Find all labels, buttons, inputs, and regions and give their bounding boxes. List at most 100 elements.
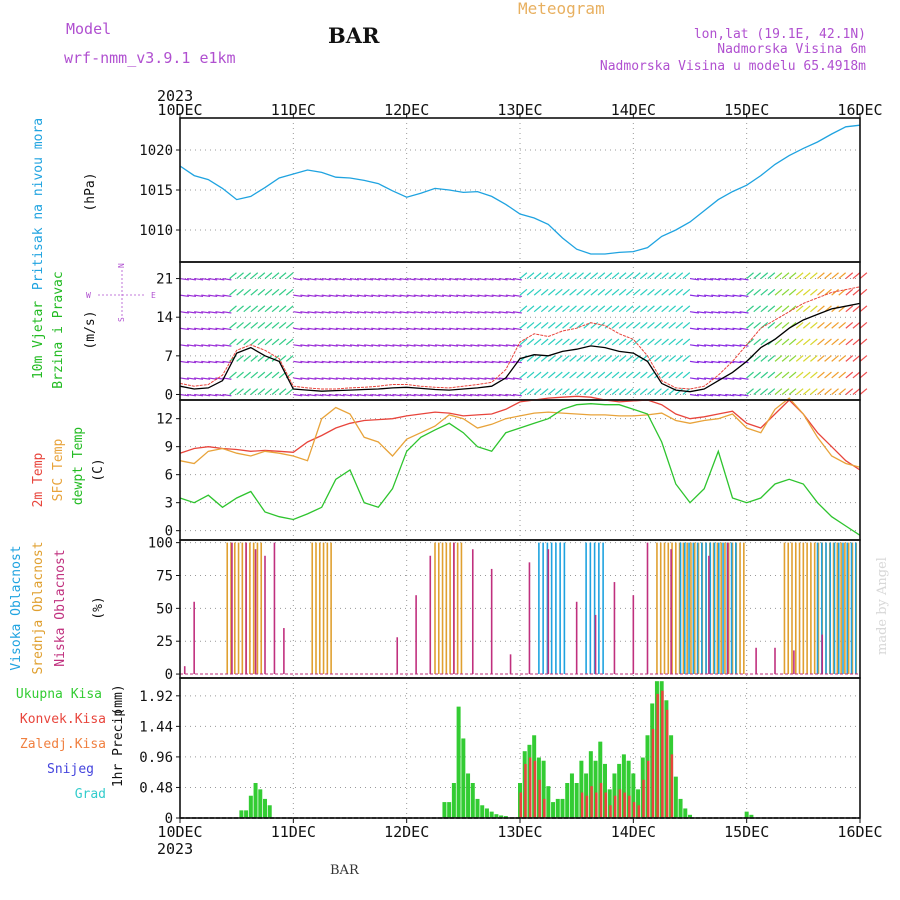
- wind-barb: [555, 355, 563, 362]
- wind-barb: [194, 344, 204, 347]
- wind-barb: [257, 338, 266, 346]
- wind-barb: [682, 288, 691, 296]
- wind-barb: [201, 277, 211, 281]
- wind-ylabel2: Brzina i Pravac: [51, 271, 66, 388]
- wind-barb: [314, 344, 324, 347]
- wind-barb: [349, 344, 359, 347]
- wind-barb: [335, 393, 345, 397]
- wind-barb: [569, 388, 577, 395]
- wind-barb: [335, 311, 345, 314]
- precip-bar: [623, 792, 626, 818]
- precip-bar: [744, 811, 749, 818]
- wind-barb: [194, 327, 204, 331]
- wind-barb: [179, 360, 189, 364]
- wind-barb: [307, 294, 317, 298]
- wind-barb: [356, 294, 367, 298]
- wind-barb: [505, 377, 515, 380]
- wind-barb: [427, 393, 437, 397]
- wind-barb: [675, 371, 684, 379]
- wind-barb: [788, 355, 797, 362]
- wind-barb: [817, 305, 825, 313]
- precip-bar: [599, 783, 603, 818]
- wind-barb: [236, 272, 244, 280]
- wind-barb: [222, 311, 232, 314]
- wind-barb: [257, 355, 266, 362]
- precip-bar: [546, 786, 551, 818]
- wind-barb: [611, 321, 620, 329]
- wind-barb: [526, 355, 535, 362]
- wind-barb: [795, 305, 804, 313]
- wind-barb: [385, 277, 395, 281]
- wind-barb: [618, 338, 627, 346]
- model-elevation-label: Nadmorska Visina u modelu 65.4918m: [600, 59, 866, 74]
- wind-barb: [767, 371, 776, 379]
- wind-barb: [640, 321, 648, 329]
- wind-barb: [484, 327, 494, 331]
- wind-barb: [597, 321, 606, 329]
- wind-barb: [661, 388, 669, 395]
- precip-bar: [688, 814, 692, 818]
- precip-bar: [267, 805, 272, 818]
- wind-barb: [817, 272, 825, 280]
- wind-barb: [456, 277, 466, 281]
- wind-barb: [392, 277, 402, 281]
- wind-barb: [725, 327, 735, 331]
- wind-barb: [562, 338, 570, 346]
- wind-barb: [540, 321, 549, 329]
- precip-bar: [670, 754, 674, 818]
- wind-barb: [845, 288, 854, 296]
- wind-barb: [540, 355, 549, 362]
- wind-barb: [413, 294, 423, 298]
- wind-barb: [725, 294, 735, 298]
- wind-barb: [859, 305, 868, 313]
- wind-barb: [208, 311, 218, 314]
- wind-barb: [399, 277, 409, 281]
- precip-bar: [503, 816, 508, 818]
- wind-barb: [604, 288, 613, 296]
- wind-barb: [746, 305, 754, 313]
- wind-barb: [201, 327, 211, 331]
- cloud-ylabel: Visoka Oblacnost: [9, 545, 24, 670]
- wind-barb: [449, 377, 459, 380]
- wind-barb: [810, 288, 818, 296]
- wind-barb: [810, 321, 818, 329]
- wind-barb: [285, 288, 294, 296]
- wind-barb: [449, 344, 459, 347]
- wind-barb: [243, 371, 252, 379]
- wind-barb: [201, 294, 211, 298]
- wind-barb: [732, 344, 742, 347]
- cloud-bars: [180, 542, 860, 675]
- wind-barb: [583, 371, 592, 379]
- wind-barb: [810, 338, 818, 346]
- panel-pressure: 1010 1015 1020: [139, 117, 861, 263]
- wind-barb: [307, 344, 317, 347]
- wind-barb: [378, 294, 388, 298]
- wind-barb: [569, 338, 577, 346]
- precip-bar: [678, 798, 683, 818]
- wind-barb: [427, 294, 437, 298]
- wind-barb: [625, 388, 634, 395]
- wind-barb: [349, 327, 359, 331]
- wind-barb: [201, 393, 211, 397]
- wind-barb: [229, 272, 237, 280]
- wind-barb: [470, 377, 480, 380]
- wind-barb: [399, 360, 409, 364]
- wind-barb: [718, 327, 728, 331]
- wind-barb: [300, 294, 310, 298]
- wind-barb: [555, 388, 563, 395]
- wind-barb: [569, 371, 577, 379]
- wind-barb: [718, 294, 728, 298]
- wind-barb: [675, 338, 684, 346]
- wind-barb: [654, 338, 662, 346]
- wind-barb: [250, 355, 259, 362]
- cloud-unit: (%): [91, 596, 106, 619]
- wind-barb: [307, 327, 317, 331]
- wind-barb: [342, 393, 352, 397]
- wind-barb: [689, 360, 699, 364]
- wind-barb: [278, 338, 287, 346]
- wind-barb: [271, 338, 280, 346]
- wind-barb: [378, 311, 388, 314]
- wind-barb: [491, 294, 501, 298]
- precip-bar: [642, 779, 645, 818]
- wind-barb: [250, 288, 259, 296]
